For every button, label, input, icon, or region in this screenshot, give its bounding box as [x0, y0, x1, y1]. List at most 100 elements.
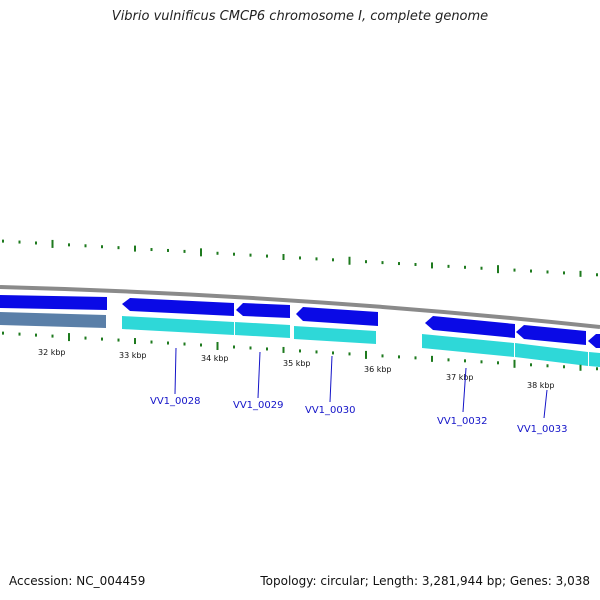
tick-mark [150, 248, 153, 252]
tick-mark [381, 261, 384, 265]
tick-mark [513, 359, 516, 368]
tick-mark [563, 365, 565, 369]
tick-mark [150, 340, 153, 344]
scale-label: 38 kbp [527, 381, 555, 390]
reverse-gene-box[interactable] [0, 312, 106, 328]
genome-summary-text: Topology: circular; Length: 3,281,944 bp… [260, 574, 590, 588]
forward-gene-arrow[interactable] [425, 316, 515, 338]
reverse-gene-box[interactable] [589, 352, 600, 367]
tick-mark [398, 355, 400, 359]
gene-label[interactable]: VV1_0033 [517, 424, 568, 435]
tick-mark [233, 345, 235, 349]
reverse-strand-genes [0, 312, 600, 367]
reverse-gene-box[interactable] [422, 334, 514, 357]
tick-mark [365, 260, 367, 264]
tick-mark [447, 358, 450, 362]
scale-labels: 32 kbp 33 kbp 34 kbp 35 kbp 36 kbp 37 kb… [38, 348, 555, 390]
tick-mark [282, 346, 285, 353]
gene-leader-line [257, 351, 261, 399]
tick-mark [35, 333, 37, 337]
scale-ticks [2, 331, 598, 371]
tick-mark [464, 359, 466, 363]
tick-mark [414, 262, 417, 266]
gene-label[interactable]: VV1_0030 [305, 405, 356, 416]
tick-mark [579, 364, 582, 371]
tick-mark [84, 244, 87, 248]
scale-label: 32 kbp [38, 348, 66, 357]
tick-mark [51, 239, 54, 248]
tick-mark [167, 248, 169, 252]
tick-mark [332, 258, 334, 262]
tick-mark [266, 254, 268, 258]
tick-mark [480, 360, 483, 364]
forward-gene-arrow[interactable] [236, 303, 290, 318]
tick-mark [546, 364, 549, 368]
gene-label[interactable]: VV1_0029 [233, 400, 284, 411]
tick-mark [117, 338, 120, 342]
tick-mark [200, 343, 202, 347]
gene-leader-line [329, 355, 333, 403]
tick-mark [117, 246, 120, 250]
tick-mark [134, 245, 136, 252]
tick-mark [464, 265, 466, 269]
tick-mark [348, 256, 351, 265]
tick-mark [546, 270, 549, 274]
tick-mark [183, 249, 186, 253]
tick-mark [431, 262, 433, 269]
tick-mark [18, 240, 21, 244]
forward-strand-genes [0, 295, 600, 348]
scale-label: 35 kbp [283, 359, 311, 368]
reverse-gene-box[interactable] [235, 322, 290, 338]
chromosome-backbone [0, 285, 600, 329]
tick-mark [348, 352, 351, 356]
gene-label[interactable]: VV1_0028 [150, 396, 201, 407]
tick-mark [596, 273, 598, 277]
tick-mark [414, 356, 417, 360]
gene-leader-line [174, 347, 177, 395]
tick-mark [266, 347, 268, 351]
tick-mark [579, 270, 582, 277]
tick-mark [68, 243, 70, 247]
reverse-gene-box[interactable] [515, 343, 588, 366]
tick-mark [101, 245, 103, 249]
scale-label: 34 kbp [201, 354, 229, 363]
forward-gene-arrow[interactable] [0, 295, 107, 310]
scale-label: 37 kbp [446, 373, 474, 382]
forward-gene-arrow[interactable] [296, 307, 378, 326]
tick-mark [51, 334, 54, 338]
gene-label[interactable]: VV1_0032 [437, 416, 488, 427]
tick-mark [2, 331, 4, 335]
tick-mark [183, 342, 186, 346]
gc-skew-ticks [2, 239, 598, 277]
tick-mark [249, 346, 252, 350]
tick-mark [513, 268, 516, 272]
tick-mark [134, 338, 136, 345]
tick-mark [447, 264, 450, 268]
tick-mark [530, 363, 532, 367]
reverse-gene-box[interactable] [122, 316, 234, 335]
tick-mark [216, 341, 219, 350]
tick-mark [84, 336, 87, 340]
tick-mark [167, 341, 169, 345]
reverse-gene-box[interactable] [294, 326, 376, 344]
tick-mark [101, 337, 103, 341]
tick-mark [2, 239, 4, 243]
gene-leader-line [543, 389, 548, 419]
tick-mark [299, 349, 301, 353]
tick-mark [299, 256, 301, 260]
scale-label: 33 kbp [119, 351, 147, 360]
map-title: Vibrio vulnificus CMCP6 chromosome I, co… [111, 9, 489, 24]
forward-gene-arrow[interactable] [516, 325, 586, 345]
gene-callouts: VV1_0028 VV1_0029 VV1_0030 VV1_0032 VV1_… [150, 347, 568, 435]
forward-gene-arrow[interactable] [588, 334, 600, 348]
forward-gene-arrow[interactable] [122, 298, 234, 316]
tick-mark [596, 367, 598, 371]
gene-leader-line [462, 367, 467, 413]
tick-mark [315, 257, 318, 261]
tick-mark [398, 262, 400, 266]
tick-mark [431, 355, 433, 362]
tick-mark [497, 361, 499, 365]
tick-mark [200, 248, 202, 257]
tick-mark [497, 265, 499, 274]
